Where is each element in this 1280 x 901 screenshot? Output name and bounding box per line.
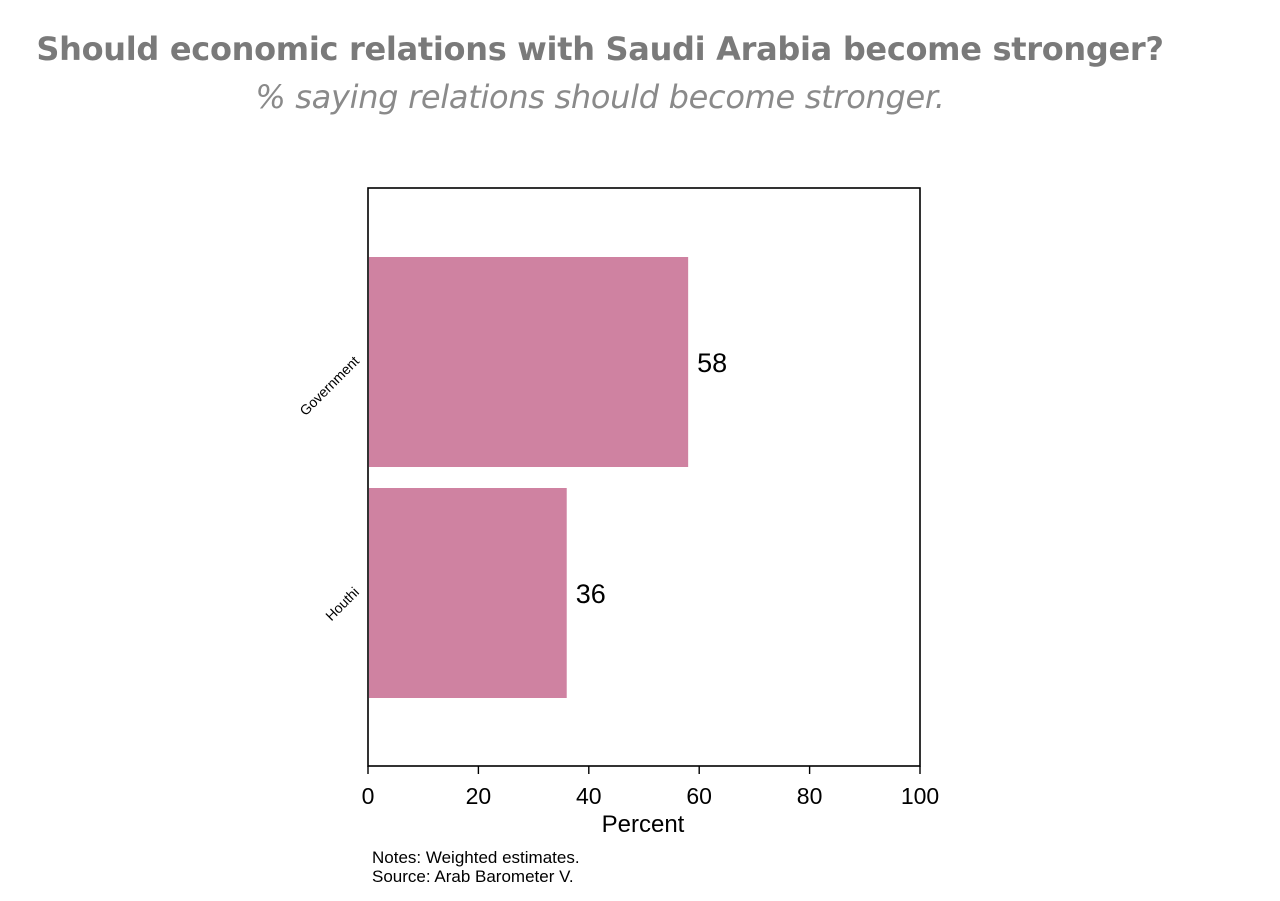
x-tick-label: 60 bbox=[686, 783, 712, 809]
x-axis-title: Percent bbox=[602, 811, 685, 838]
chart-notes: Notes: Weighted estimates. Source: Arab … bbox=[372, 848, 580, 886]
chart-title: Should economic relations with Saudi Ara… bbox=[36, 30, 1164, 68]
data-label-houthi: 36 bbox=[576, 579, 606, 609]
x-tick-label: 0 bbox=[362, 783, 375, 809]
notes-line: Notes: Weighted estimates. bbox=[372, 848, 580, 867]
x-tick-label: 80 bbox=[797, 783, 823, 809]
x-tick-label: 100 bbox=[901, 783, 939, 809]
category-label-government: Government bbox=[296, 353, 362, 419]
source-line: Source: Arab Barometer V. bbox=[372, 867, 574, 886]
data-label-government: 58 bbox=[697, 348, 727, 378]
chart-subtitle: % saying relations should become stronge… bbox=[255, 78, 945, 116]
x-tick-label: 40 bbox=[576, 783, 602, 809]
category-label-houthi: Houthi bbox=[322, 584, 362, 624]
bar-houthi bbox=[369, 488, 567, 698]
x-tick-label: 20 bbox=[466, 783, 492, 809]
bar-government bbox=[369, 257, 689, 467]
